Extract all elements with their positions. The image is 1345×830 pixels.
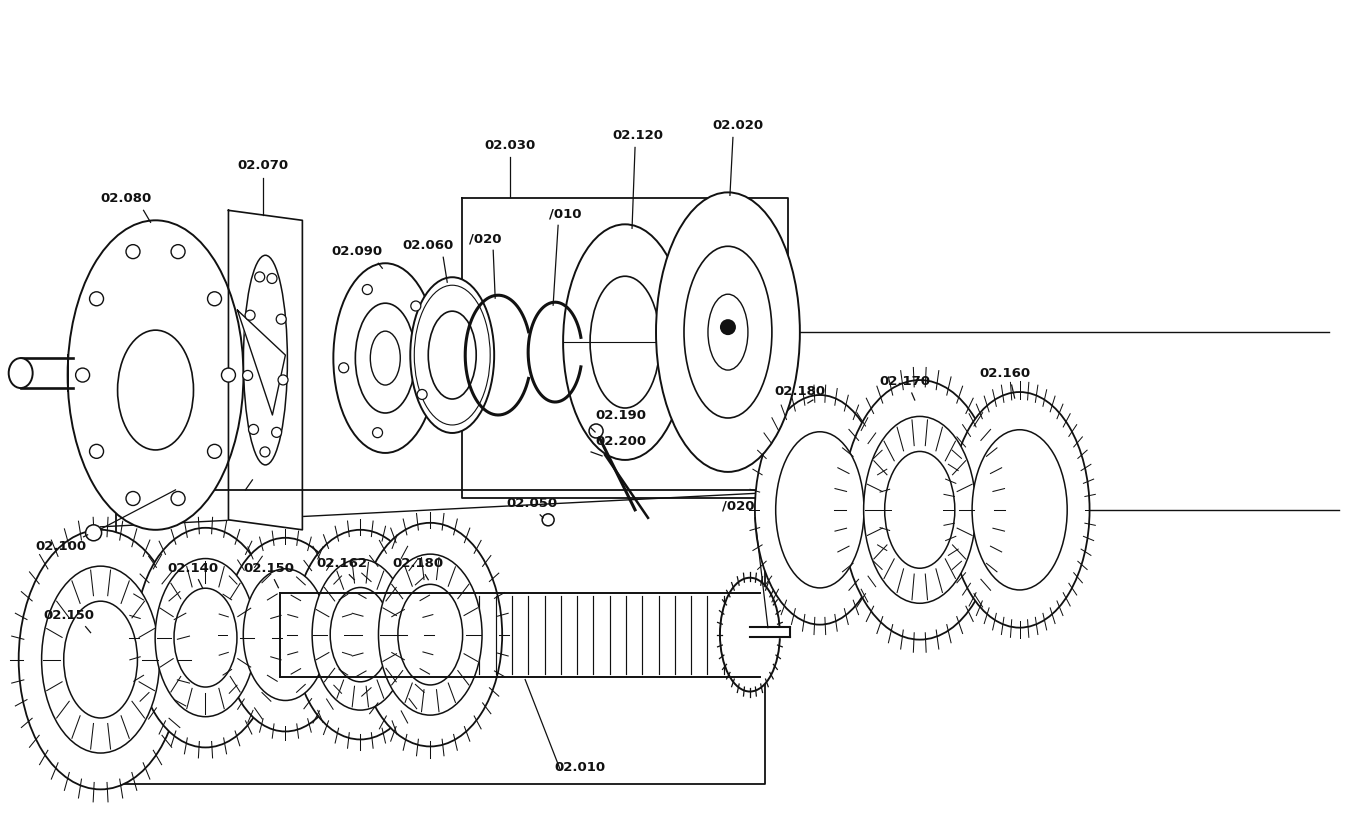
Circle shape <box>90 292 104 305</box>
Text: 02.160: 02.160 <box>979 367 1030 380</box>
Text: 02.020: 02.020 <box>713 120 764 133</box>
Ellipse shape <box>42 566 160 753</box>
Text: 02.140: 02.140 <box>167 562 218 574</box>
Ellipse shape <box>590 276 660 408</box>
Circle shape <box>720 320 736 335</box>
Text: 02.200: 02.200 <box>594 435 646 448</box>
Circle shape <box>207 292 222 305</box>
Polygon shape <box>238 310 285 415</box>
Circle shape <box>417 389 428 399</box>
Circle shape <box>126 491 140 505</box>
Ellipse shape <box>276 593 296 676</box>
Ellipse shape <box>656 193 800 472</box>
Text: 02.050: 02.050 <box>507 497 558 510</box>
Ellipse shape <box>564 224 687 460</box>
Polygon shape <box>229 210 303 530</box>
Circle shape <box>268 273 277 284</box>
Text: 02.060: 02.060 <box>402 239 453 252</box>
Ellipse shape <box>707 294 748 370</box>
Circle shape <box>542 514 554 526</box>
Circle shape <box>242 370 253 380</box>
Ellipse shape <box>174 588 237 687</box>
Text: 02.010: 02.010 <box>554 761 605 774</box>
Ellipse shape <box>312 559 409 710</box>
Ellipse shape <box>155 559 256 716</box>
Circle shape <box>126 245 140 259</box>
Text: /020: /020 <box>722 500 755 513</box>
Ellipse shape <box>136 528 276 748</box>
Text: 02.150: 02.150 <box>243 562 295 574</box>
Circle shape <box>272 427 281 437</box>
Ellipse shape <box>776 432 863 588</box>
Circle shape <box>222 368 235 382</box>
Circle shape <box>589 424 603 438</box>
Ellipse shape <box>243 256 288 465</box>
Circle shape <box>410 301 421 311</box>
Circle shape <box>171 245 186 259</box>
Ellipse shape <box>842 380 998 640</box>
Circle shape <box>339 363 348 373</box>
Ellipse shape <box>334 263 437 453</box>
Text: /020: /020 <box>469 232 502 246</box>
Ellipse shape <box>428 311 476 399</box>
Circle shape <box>171 491 186 505</box>
Text: 02.100: 02.100 <box>35 540 86 553</box>
Ellipse shape <box>972 430 1067 590</box>
Circle shape <box>75 368 90 382</box>
Ellipse shape <box>293 530 428 740</box>
Text: 02.090: 02.090 <box>332 245 383 258</box>
Text: 02.170: 02.170 <box>880 375 931 388</box>
Circle shape <box>276 315 286 325</box>
Circle shape <box>373 427 382 437</box>
Circle shape <box>207 444 222 458</box>
Ellipse shape <box>885 452 955 569</box>
Circle shape <box>362 285 373 295</box>
Ellipse shape <box>950 392 1089 627</box>
Ellipse shape <box>243 569 328 701</box>
Ellipse shape <box>223 538 347 731</box>
Ellipse shape <box>378 554 482 715</box>
Ellipse shape <box>117 330 194 450</box>
Ellipse shape <box>370 331 401 385</box>
Text: /010: /010 <box>549 208 581 220</box>
Text: 02.162: 02.162 <box>317 557 367 569</box>
Text: 02.120: 02.120 <box>612 129 663 143</box>
Ellipse shape <box>8 358 32 388</box>
Ellipse shape <box>410 277 494 433</box>
Text: 02.030: 02.030 <box>484 139 535 153</box>
Text: 02.070: 02.070 <box>238 159 289 173</box>
Circle shape <box>254 272 265 282</box>
Ellipse shape <box>358 523 502 746</box>
Text: 02.190: 02.190 <box>594 409 646 422</box>
Ellipse shape <box>331 588 390 681</box>
Ellipse shape <box>863 417 976 603</box>
Ellipse shape <box>19 530 183 789</box>
Circle shape <box>245 310 256 320</box>
Ellipse shape <box>685 247 772 418</box>
Text: 02.080: 02.080 <box>100 193 151 205</box>
Ellipse shape <box>63 601 137 718</box>
Ellipse shape <box>755 395 885 625</box>
Text: 02.180: 02.180 <box>393 557 444 569</box>
Circle shape <box>90 444 104 458</box>
Circle shape <box>86 525 102 541</box>
Circle shape <box>278 375 288 385</box>
Ellipse shape <box>720 578 780 691</box>
Ellipse shape <box>355 303 416 413</box>
Circle shape <box>249 424 258 434</box>
Text: 02.150: 02.150 <box>43 608 94 622</box>
Ellipse shape <box>398 584 463 685</box>
Text: 02.180: 02.180 <box>775 385 826 398</box>
Circle shape <box>260 447 270 456</box>
Ellipse shape <box>67 220 243 530</box>
